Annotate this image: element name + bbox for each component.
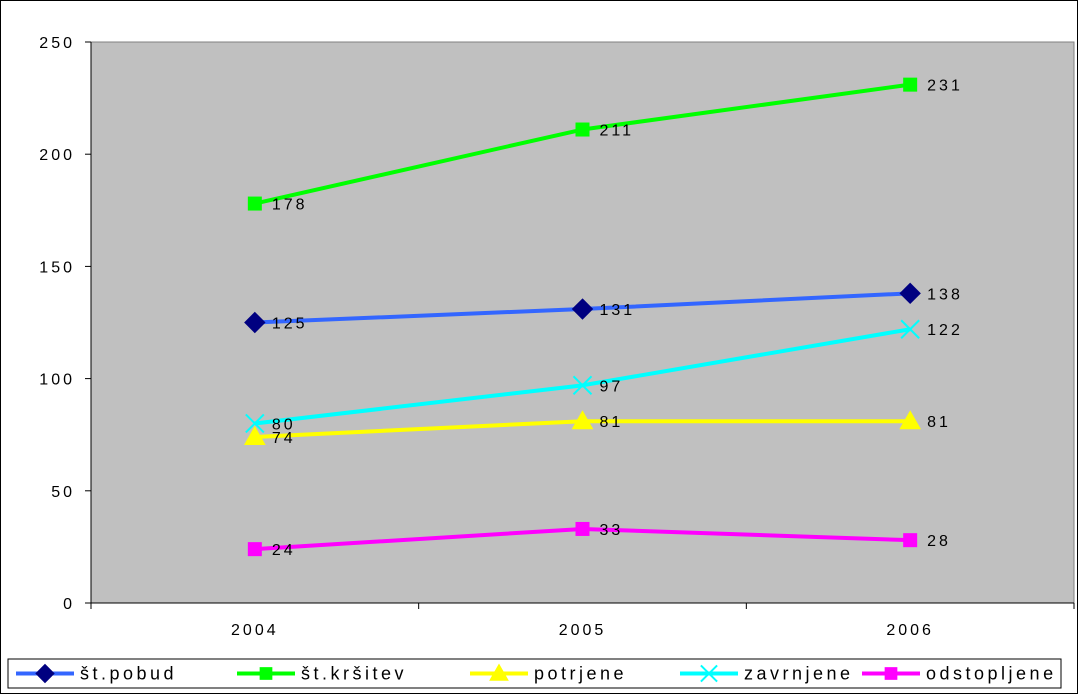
y-tick-label: 50 (51, 484, 75, 501)
x-tick-label: 2004 (231, 622, 279, 639)
data-label: 33 (600, 522, 624, 539)
data-point (245, 413, 265, 434)
data-label: 138 (927, 286, 963, 303)
data-point (899, 282, 921, 305)
axes: 0 50 100 150 200 250 2004 2005 2006 (39, 35, 1075, 639)
data-labels: 125 131 138 178 211 231 74 81 81 80 97 122 24 33 28 (272, 78, 963, 560)
legend-marker (35, 663, 55, 684)
data-label: 122 (927, 322, 963, 339)
legend-label: zavrnjene (744, 664, 854, 684)
data-label: 125 (272, 316, 308, 333)
data-point (243, 425, 266, 445)
legend-label: potrjene (534, 664, 627, 684)
data-point (571, 410, 594, 430)
data-label: 178 (272, 197, 308, 214)
legend-marker (489, 663, 509, 681)
data-point (575, 521, 590, 536)
y-tick-label: 150 (39, 259, 75, 276)
data-label: 231 (927, 78, 963, 95)
legend-marker (700, 664, 718, 683)
legend-marker (884, 667, 898, 680)
data-point (572, 375, 593, 396)
data-label: 80 (272, 416, 296, 433)
data-point (899, 410, 922, 430)
data-label: 131 (600, 302, 636, 319)
data-point (575, 122, 590, 137)
legend-label: odstopljene (926, 664, 1057, 684)
data-point (903, 77, 918, 92)
legend-label: št.kršitev (301, 664, 407, 684)
legend: št.pobud št.kršitev potrjene zavrnjene odsto… (7, 658, 1062, 689)
data-label: 211 (600, 123, 635, 140)
data-point (247, 196, 262, 211)
legend-marker (259, 667, 273, 680)
series-markers (243, 77, 922, 557)
data-point (571, 298, 594, 320)
legend-label: št.pobud (80, 664, 177, 684)
data-label: 28 (927, 533, 951, 550)
y-tick-label: 100 (39, 372, 75, 389)
y-tick-label: 250 (39, 35, 75, 52)
x-tick-label: 2006 (886, 622, 934, 639)
data-label: 81 (600, 414, 624, 431)
y-tick-label: 200 (39, 147, 75, 164)
data-label: 74 (272, 430, 296, 447)
data-point (903, 533, 918, 548)
data-label: 97 (600, 378, 624, 395)
data-point (900, 319, 920, 339)
data-label: 24 (272, 542, 296, 559)
y-tick-label: 0 (63, 596, 75, 613)
data-point (247, 542, 262, 557)
data-label: 81 (927, 414, 951, 431)
x-tick-label: 2005 (559, 622, 607, 639)
data-point (244, 311, 266, 334)
